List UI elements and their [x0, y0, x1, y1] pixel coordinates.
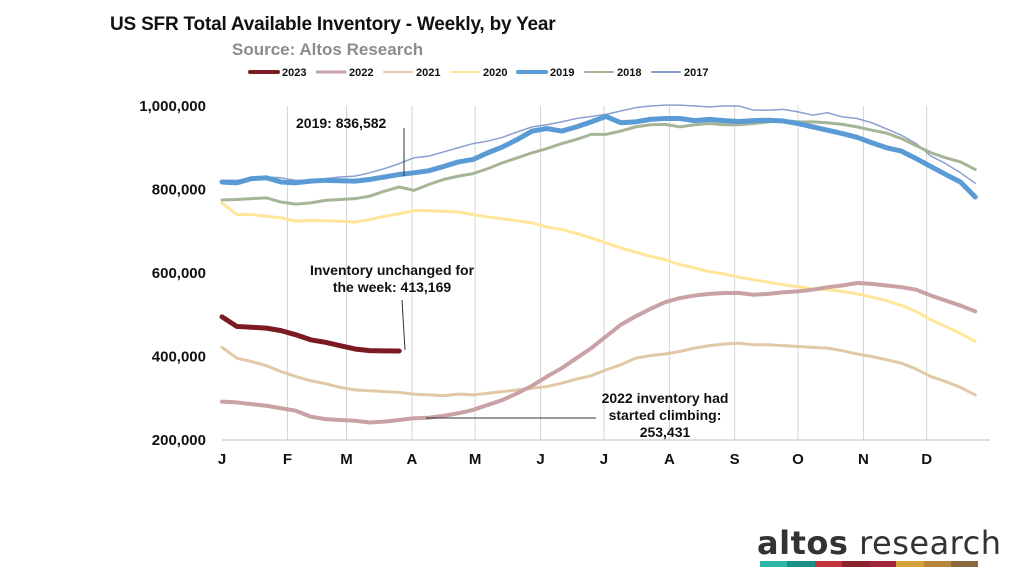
logo-bar-segment [923, 561, 951, 567]
legend-label-2020: 2020 [483, 67, 507, 79]
annotation-2023-line1: Inventory unchanged for [310, 262, 475, 278]
x-tick-label: M [340, 451, 353, 468]
chart-title: US SFR Total Available Inventory - Weekl… [110, 14, 556, 35]
logo-rest-text: research [848, 524, 1002, 562]
y-tick-label: 1,000,000 [139, 98, 206, 115]
x-tick-label: J [218, 451, 226, 468]
legend-label-2019: 2019 [550, 67, 574, 79]
series-line-2017 [221, 104, 976, 184]
series-line-2022 [220, 281, 978, 425]
x-tick-label: S [730, 451, 740, 468]
logo-bar-segment [841, 561, 869, 567]
x-tick-label: J [536, 451, 544, 468]
logo-bar-segment [814, 561, 842, 567]
x-tick-label: N [858, 451, 869, 468]
y-tick-label: 400,000 [152, 349, 206, 366]
logo-brand-text: altos [757, 524, 849, 562]
annotation-2023-line2: the week: 413,169 [333, 279, 452, 295]
logo-bar-segment [869, 561, 897, 567]
annotations: 2019: 836,582 Inventory unchanged for th… [296, 115, 728, 440]
y-tick-label: 200,000 [152, 432, 206, 449]
logo-color-bar [760, 561, 978, 567]
axis-ticks: 200,000 400,000 600,000 800,000 1,000,000 J F M… [139, 98, 932, 468]
legend: 2023 2022 2021 2020 2019 2018 2017 [248, 67, 708, 79]
annotation-2019: 2019: 836,582 [296, 115, 387, 131]
logo-bar-segment [896, 561, 924, 567]
series-line-2019 [219, 113, 978, 200]
series-lines [219, 104, 978, 425]
chart-subtitle: Source: Altos Research [232, 40, 424, 59]
logo-bar-segment [787, 561, 815, 567]
y-tick-label: 800,000 [152, 182, 206, 199]
x-tick-label: O [792, 451, 804, 468]
legend-label-2017: 2017 [684, 67, 708, 79]
altos-research-logo: altos research [757, 524, 1002, 562]
annotation-2022-line1: 2022 inventory had [602, 390, 729, 406]
x-tick-label: A [664, 451, 675, 468]
x-tick-label: M [469, 451, 482, 468]
x-tick-label: F [283, 451, 292, 468]
series-line-2020 [220, 201, 977, 343]
y-tick-label: 600,000 [152, 265, 206, 282]
annotation-leader-2023 [401, 299, 406, 351]
legend-label-2018: 2018 [617, 67, 641, 79]
series-line-2023 [219, 314, 402, 354]
x-tick-label: D [921, 451, 932, 468]
x-tick-label: J [600, 451, 608, 468]
legend-label-2022: 2022 [349, 67, 373, 79]
annotation-2022-line3: 253,431 [640, 424, 691, 440]
annotation-2022-line2: started climbing: [609, 407, 722, 423]
series-line-2021 [220, 341, 977, 398]
logo-bar-segment [760, 561, 788, 567]
series-line-2018 [220, 119, 977, 206]
logo-bar-segment [950, 561, 978, 567]
legend-label-2021: 2021 [416, 67, 440, 79]
legend-label-2023: 2023 [282, 67, 306, 79]
x-tick-label: A [407, 451, 418, 468]
